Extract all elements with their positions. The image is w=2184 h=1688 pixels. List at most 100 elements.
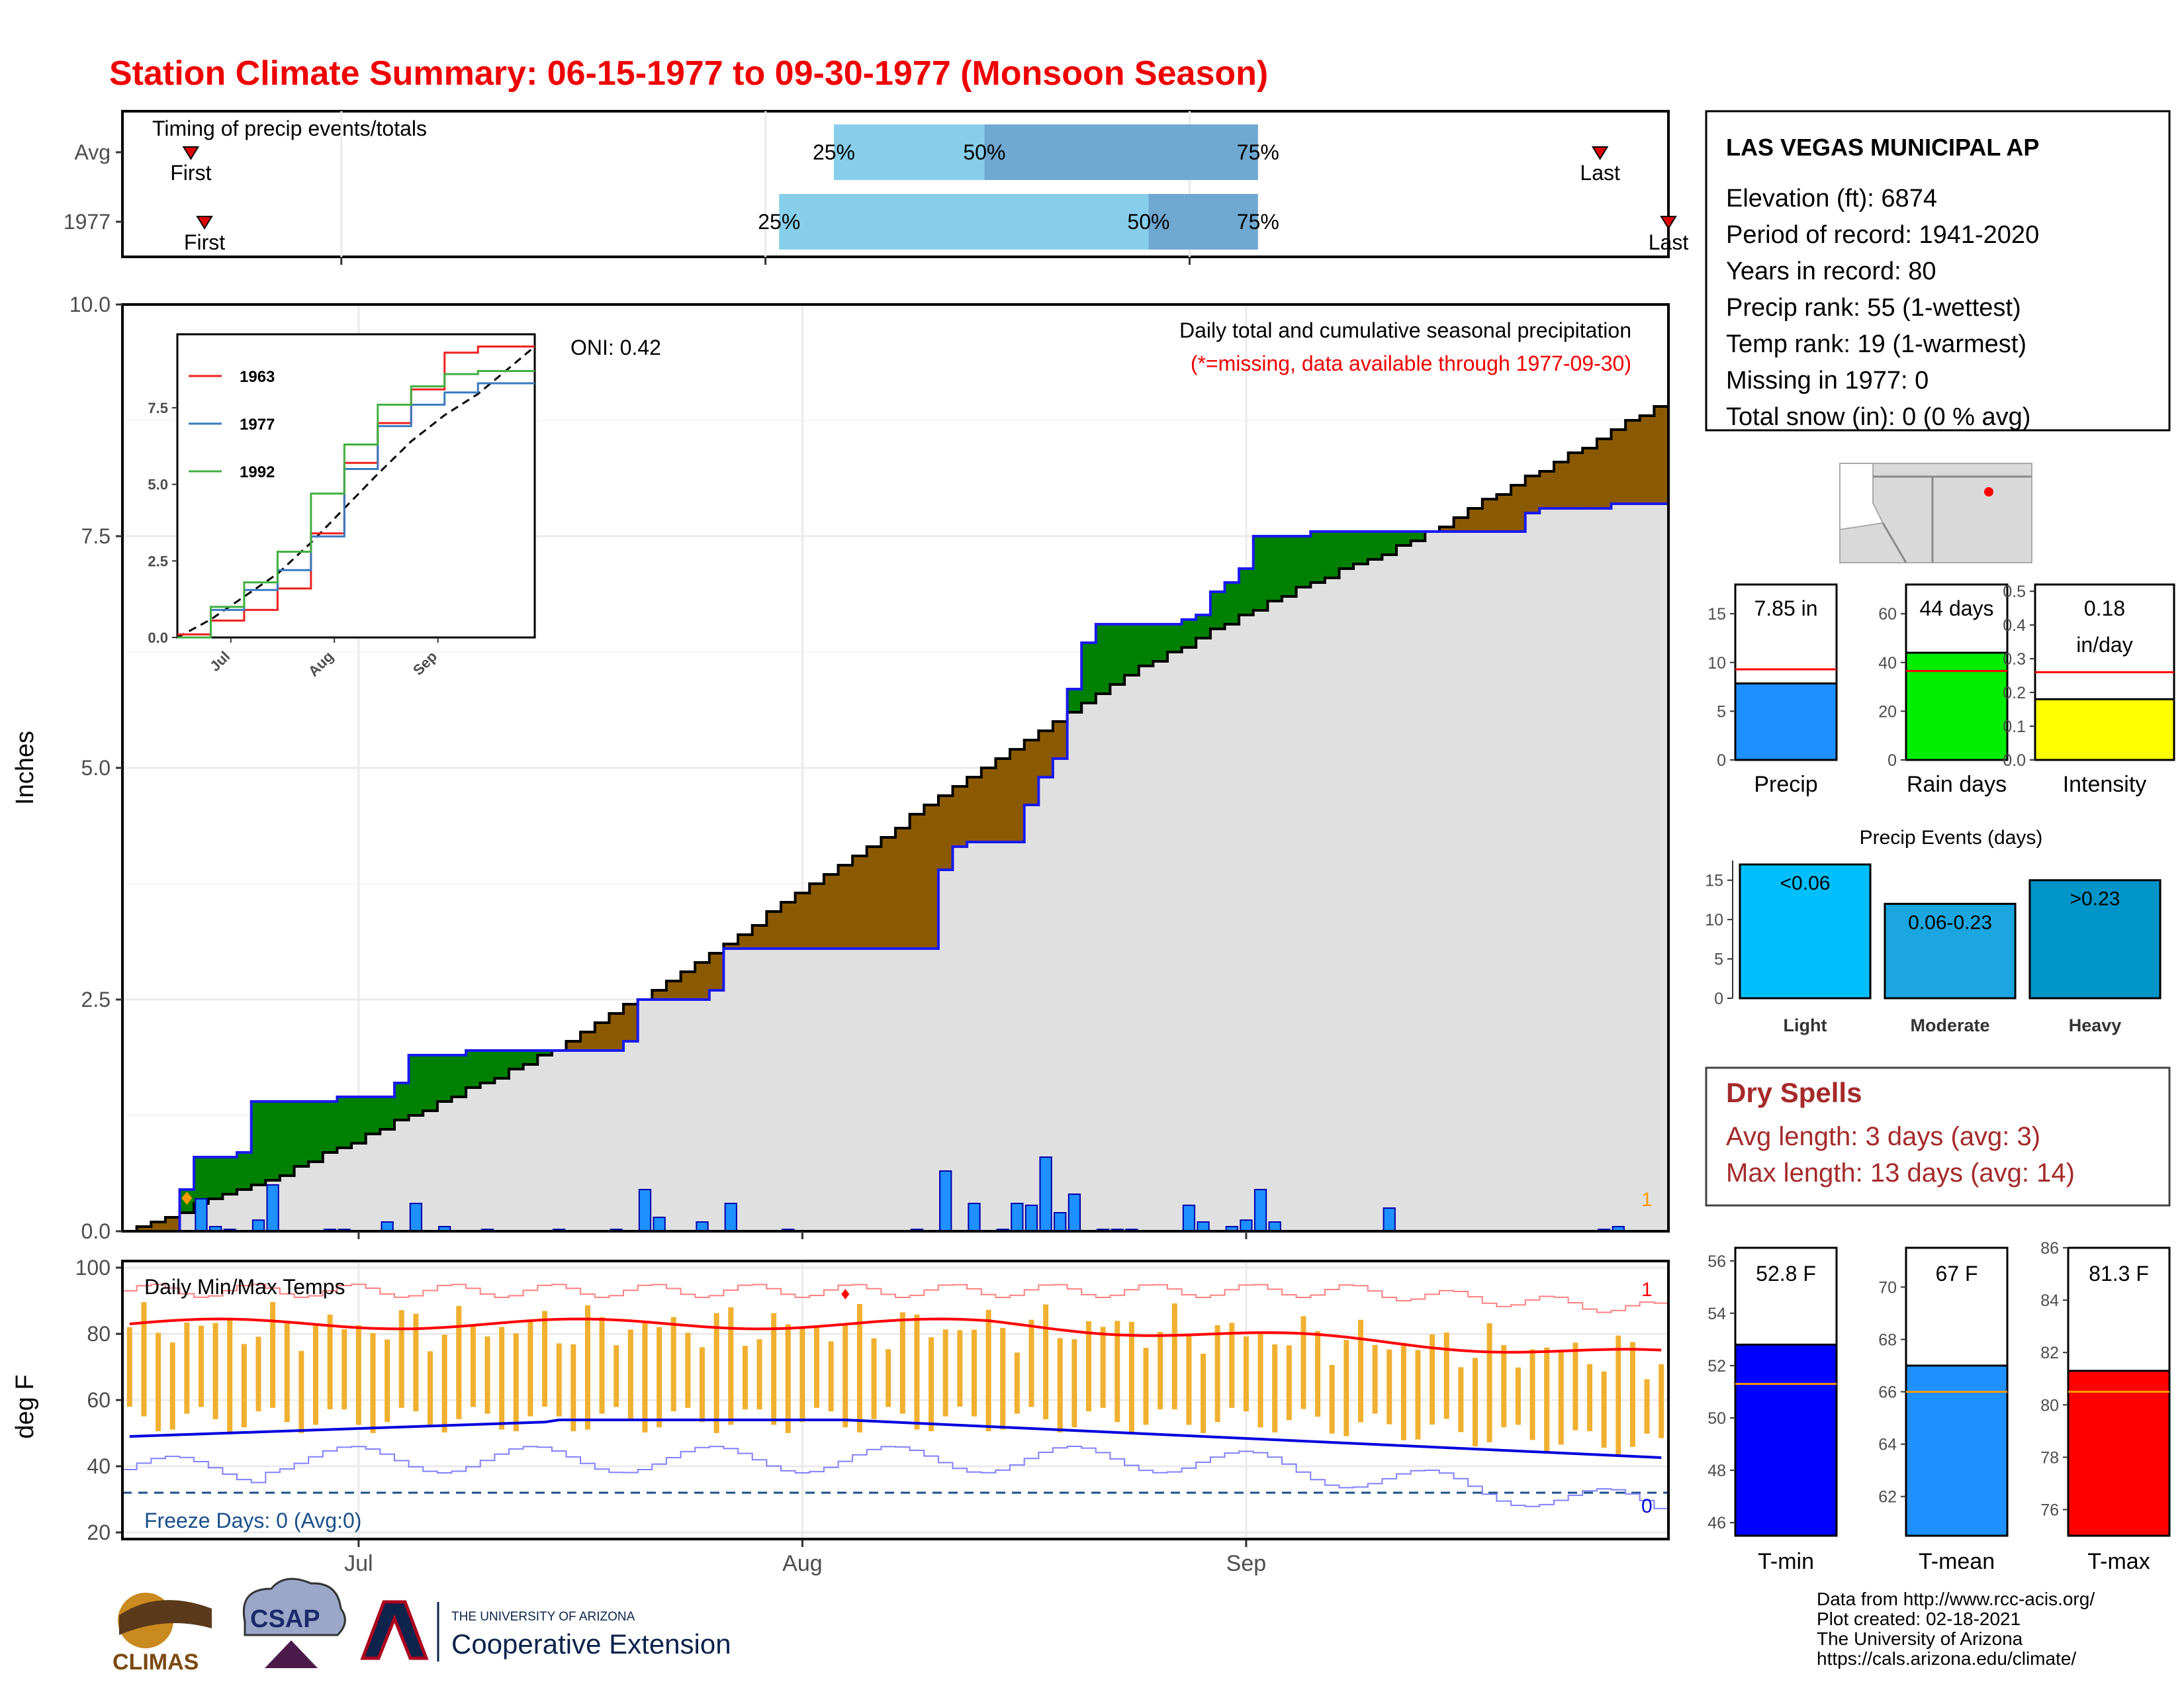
below-average-fill <box>1654 406 1669 504</box>
main-y-tick-label: 0.0 <box>81 1219 111 1243</box>
daily-temp-range-bar <box>1529 1349 1535 1440</box>
timing-bar-dark <box>1148 194 1258 250</box>
daily-temp-range-bar <box>385 1339 390 1423</box>
below-average-fill <box>738 935 753 949</box>
below-average-fill <box>1024 740 1039 805</box>
timing-last-label: Last <box>1580 161 1620 185</box>
small-chart-label: Rain days <box>1907 772 2007 797</box>
above-average-fill <box>308 1102 324 1162</box>
above-average-fill <box>1067 689 1082 712</box>
daily-temp-range-bar <box>642 1322 648 1432</box>
small-chart-value: 44 days <box>1919 596 1993 620</box>
below-average-fill <box>1511 485 1526 532</box>
timing-last-label: Last <box>1649 230 1689 254</box>
daily-temp-range-bar <box>184 1322 190 1414</box>
timing-panel: Timing of precip events/totals 25% 50% 75%… <box>64 110 1689 265</box>
daily-temp-range-bar <box>1430 1334 1435 1425</box>
daily-temp-range-bar <box>713 1313 719 1433</box>
daily-temp-range-bar <box>1458 1367 1464 1432</box>
daily-temp-range-bar <box>899 1312 905 1414</box>
daily-temp-range-bar <box>1071 1339 1077 1428</box>
daily-precip-bar <box>1240 1219 1253 1232</box>
below-average-fill <box>1496 494 1512 532</box>
csap-logo: CSAP <box>242 1577 346 1668</box>
below-average-fill <box>609 1013 624 1051</box>
events-y-tick-label: 15 <box>1705 872 1723 890</box>
daily-temp-range-bar <box>527 1321 533 1417</box>
inset-series-line <box>177 370 535 639</box>
daily-temp-range-bar <box>886 1349 891 1407</box>
daily-temp-range-bar <box>1201 1353 1206 1433</box>
daily-precip-bar <box>266 1184 279 1232</box>
below-average-fill <box>1568 453 1583 508</box>
precip-event-label: Heavy <box>2069 1015 2122 1035</box>
below-average-fill <box>1482 499 1497 532</box>
small-chart-y-tick-label: 0.1 <box>2003 718 2026 736</box>
daily-temp-range-bar <box>169 1342 175 1430</box>
daily-temp-range-bar <box>141 1302 147 1417</box>
small-chart-y-tick-label: 5 <box>1717 702 1726 721</box>
small-bar-charts: 7.85 in 0 5 10 15 Precip 44 days 0 20 40 60 Rain da… <box>1707 583 2175 797</box>
below-average-fill <box>1468 508 1483 532</box>
daily-temp-range-bar <box>1486 1323 1492 1442</box>
inset-frame <box>176 333 536 639</box>
temp-bar-value: 81.3 F <box>2089 1262 2149 1286</box>
temp-bar-y-tick-label: 80 <box>2040 1396 2059 1415</box>
temp-bar-y-tick-label: 48 <box>1707 1462 1726 1480</box>
above-average-fill <box>1153 624 1168 661</box>
last-event-marker <box>1591 146 1609 160</box>
above-average-fill <box>408 1055 424 1115</box>
daily-precip-bar <box>1024 1204 1038 1233</box>
temp-bar-value: 52.8 F <box>1756 1262 1816 1286</box>
events-title: Precip Events (days) <box>1860 827 2043 849</box>
daily-temp-range-bar <box>1558 1350 1564 1445</box>
climas-text: CLIMAS <box>113 1650 199 1675</box>
above-average-fill <box>466 1051 481 1088</box>
station-name: LAS VEGAS MUNICIPAL AP <box>1726 134 2039 161</box>
daily-temp-range-bar <box>1572 1342 1578 1430</box>
daily-temp-range-bar <box>1057 1338 1063 1432</box>
daily-temp-range-bar <box>499 1327 505 1430</box>
daily-precip-bar <box>696 1221 709 1232</box>
daily-temp-range-bar <box>1229 1323 1235 1408</box>
above-average-fill <box>1095 624 1111 694</box>
main-y-tick-label: 10.0 <box>69 293 111 316</box>
small-chart-y-tick-label: 0 <box>1717 751 1726 770</box>
daily-temp-range-bar <box>1343 1340 1349 1436</box>
daily-temp-range-bar <box>785 1324 791 1433</box>
daily-temp-range-bar <box>1544 1347 1550 1452</box>
climas-logo: CLIMAS <box>113 1593 212 1675</box>
daily-temp-range-bar <box>985 1309 991 1432</box>
below-average-fill <box>165 1217 181 1231</box>
main-y-tick-label: 7.5 <box>81 524 111 548</box>
daily-temp-range-bar <box>227 1319 233 1432</box>
daily-temp-range-bar <box>771 1313 777 1425</box>
below-average-fill <box>594 1023 610 1051</box>
precip-event-range: >0.23 <box>2070 888 2120 910</box>
above-average-fill <box>1239 569 1254 615</box>
daily-temp-range-bar <box>1143 1348 1149 1425</box>
daily-temp-range-bar <box>1014 1352 1020 1414</box>
climas-mountain-shape <box>119 1600 212 1635</box>
above-average-fill <box>509 1051 524 1069</box>
station-line: Years in record: 80 <box>1726 258 1936 285</box>
timing-bar-light <box>779 194 1149 250</box>
above-average-fill <box>1324 532 1340 578</box>
first-event-marker <box>196 216 213 230</box>
daily-temp-range-bar <box>1659 1364 1664 1438</box>
below-average-fill <box>924 805 939 949</box>
daily-temp-range-bar <box>1000 1327 1006 1430</box>
temp-plot-frame <box>121 1260 1670 1540</box>
small-chart-value-unit: in/day <box>2076 633 2132 657</box>
daily-temp-range-bar <box>441 1335 447 1432</box>
cooperative-extension-text: Cooperative Extension <box>451 1628 731 1660</box>
above-average-fill <box>1181 620 1197 647</box>
main-corner-label: 1 <box>1641 1189 1653 1211</box>
daily-temp-range-bar <box>270 1301 276 1408</box>
daily-temp-range-bar <box>428 1351 433 1428</box>
ua-logo: THE UNIVERSITY OF ARIZONA Cooperative Ex… <box>360 1600 731 1662</box>
inset-y-tick-label: 7.5 <box>148 400 168 416</box>
temp-y-tick-label: 40 <box>87 1454 111 1478</box>
timing-q50-label: 50% <box>963 140 1005 164</box>
small-chart-y-tick-label: 60 <box>1878 605 1897 624</box>
